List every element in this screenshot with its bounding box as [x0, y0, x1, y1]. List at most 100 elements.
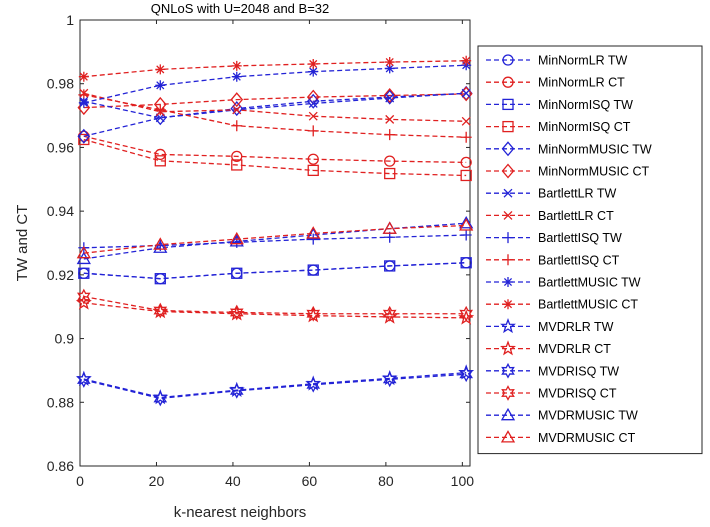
legend-label: MinNormISQ TW [538, 98, 633, 112]
data-point [154, 273, 166, 285]
legend-label: MVDRISQ CT [538, 387, 617, 401]
data-point [229, 231, 244, 245]
series-line [83, 92, 467, 119]
series-line [83, 135, 467, 164]
data-point [307, 264, 319, 276]
series-line [83, 222, 467, 260]
legend-marker [502, 54, 514, 66]
data-point [306, 376, 321, 393]
legend-marker [503, 210, 513, 220]
data-point [308, 99, 318, 108]
data-point [460, 131, 472, 143]
data-point [78, 267, 90, 279]
series-line [83, 64, 467, 104]
data-point [75, 294, 92, 310]
data-point [232, 105, 242, 115]
series-mvdrisq-tw [76, 366, 474, 407]
legend-marker [502, 120, 514, 133]
series-mvdrisq-ct [76, 288, 474, 322]
legend-marker [500, 407, 516, 421]
x-tick-label: 100 [451, 473, 475, 489]
data-point [76, 245, 91, 259]
legend-entry: MVDRISQ TW [486, 362, 619, 379]
series-line [83, 372, 467, 399]
data-point [460, 169, 472, 182]
series-mvdrmusic-ct [76, 218, 474, 259]
legend-marker [501, 163, 515, 179]
data-point [231, 71, 242, 82]
data-point [383, 87, 397, 104]
legend-box [477, 45, 703, 455]
data-point [153, 240, 168, 253]
data-point [230, 92, 244, 108]
data-point [459, 86, 473, 102]
data-point [459, 366, 474, 383]
series-minnormlr-ct [78, 130, 472, 169]
data-point [385, 93, 395, 103]
legend-marker [500, 430, 516, 443]
legend-entry: MinNormLR CT [486, 76, 625, 90]
data-point [307, 125, 319, 137]
legend-marker [502, 254, 514, 266]
data-point [78, 71, 89, 82]
series-line [83, 92, 467, 137]
legend-label: MinNormISQ CT [538, 120, 631, 134]
y-tick-label: 0.86 [47, 458, 74, 474]
data-point [307, 164, 319, 177]
legend-label: MVDRLR TW [538, 320, 614, 334]
data-point [229, 382, 244, 399]
legend-entry: MinNormISQ TW [486, 98, 633, 112]
series-minnormisq-ct [78, 133, 472, 182]
legend-label: BartlettLR CT [538, 209, 614, 223]
series-line [83, 138, 467, 177]
data-point [382, 371, 397, 388]
series-minnormisq-tw [78, 257, 472, 285]
x-tick-label: 0 [76, 473, 84, 489]
data-point [459, 218, 474, 231]
legend-label: MVDRLR CT [538, 342, 611, 356]
legend-label: BartlettMUSIC TW [538, 276, 641, 290]
y-tick-label: 0.9 [55, 331, 75, 347]
data-point [229, 304, 244, 321]
legend-entry: MVDRMUSIC TW [486, 407, 638, 423]
data-point [308, 58, 319, 69]
data-point [460, 229, 472, 241]
legend-entry: MinNormLR TW [486, 54, 628, 68]
data-point [460, 257, 472, 269]
legend-label: MVDRMUSIC CT [538, 431, 636, 445]
legend-label: MinNormMUSIC CT [538, 165, 649, 179]
data-point [385, 114, 395, 124]
plot-area: 0 20 40 60 80 100 0.86 0.88 0.9 0.92 0.94 0.96 0.98 1 [47, 12, 474, 489]
plot-frame [79, 19, 471, 467]
legend-marker [503, 299, 513, 310]
legend-marker [502, 76, 514, 88]
data-point [384, 57, 395, 68]
series-line [83, 94, 467, 138]
data-point [308, 66, 319, 77]
x-tick-label: 60 [302, 473, 318, 489]
series-bartlettmusic-ct [78, 55, 472, 82]
legend-marker [501, 385, 515, 401]
data-point [78, 133, 90, 146]
data-point [154, 148, 166, 161]
legend: MinNormLR TW MinNormLR CT MinNormISQ TW Min… [477, 45, 703, 455]
legend-entry: MVDRMUSIC CT [486, 430, 636, 445]
series-line [83, 224, 467, 254]
data-point [155, 64, 166, 75]
data-point [384, 155, 396, 167]
series-bartlettlr-ct [79, 88, 471, 126]
data-point [382, 221, 397, 234]
data-point [76, 372, 91, 388]
data-point [384, 63, 395, 74]
legend-marker [500, 340, 516, 356]
legend-entry: MVDRLR TW [486, 318, 614, 334]
legend-entry: BartlettISQ CT [486, 253, 620, 267]
data-point [459, 305, 474, 322]
data-point [154, 155, 166, 167]
data-point [461, 116, 471, 126]
data-point [231, 120, 243, 132]
legend-label: BartlettMUSIC CT [538, 298, 638, 312]
legend-entry: MinNormISQ CT [486, 120, 631, 134]
y-tick-label: 0.88 [47, 394, 74, 410]
